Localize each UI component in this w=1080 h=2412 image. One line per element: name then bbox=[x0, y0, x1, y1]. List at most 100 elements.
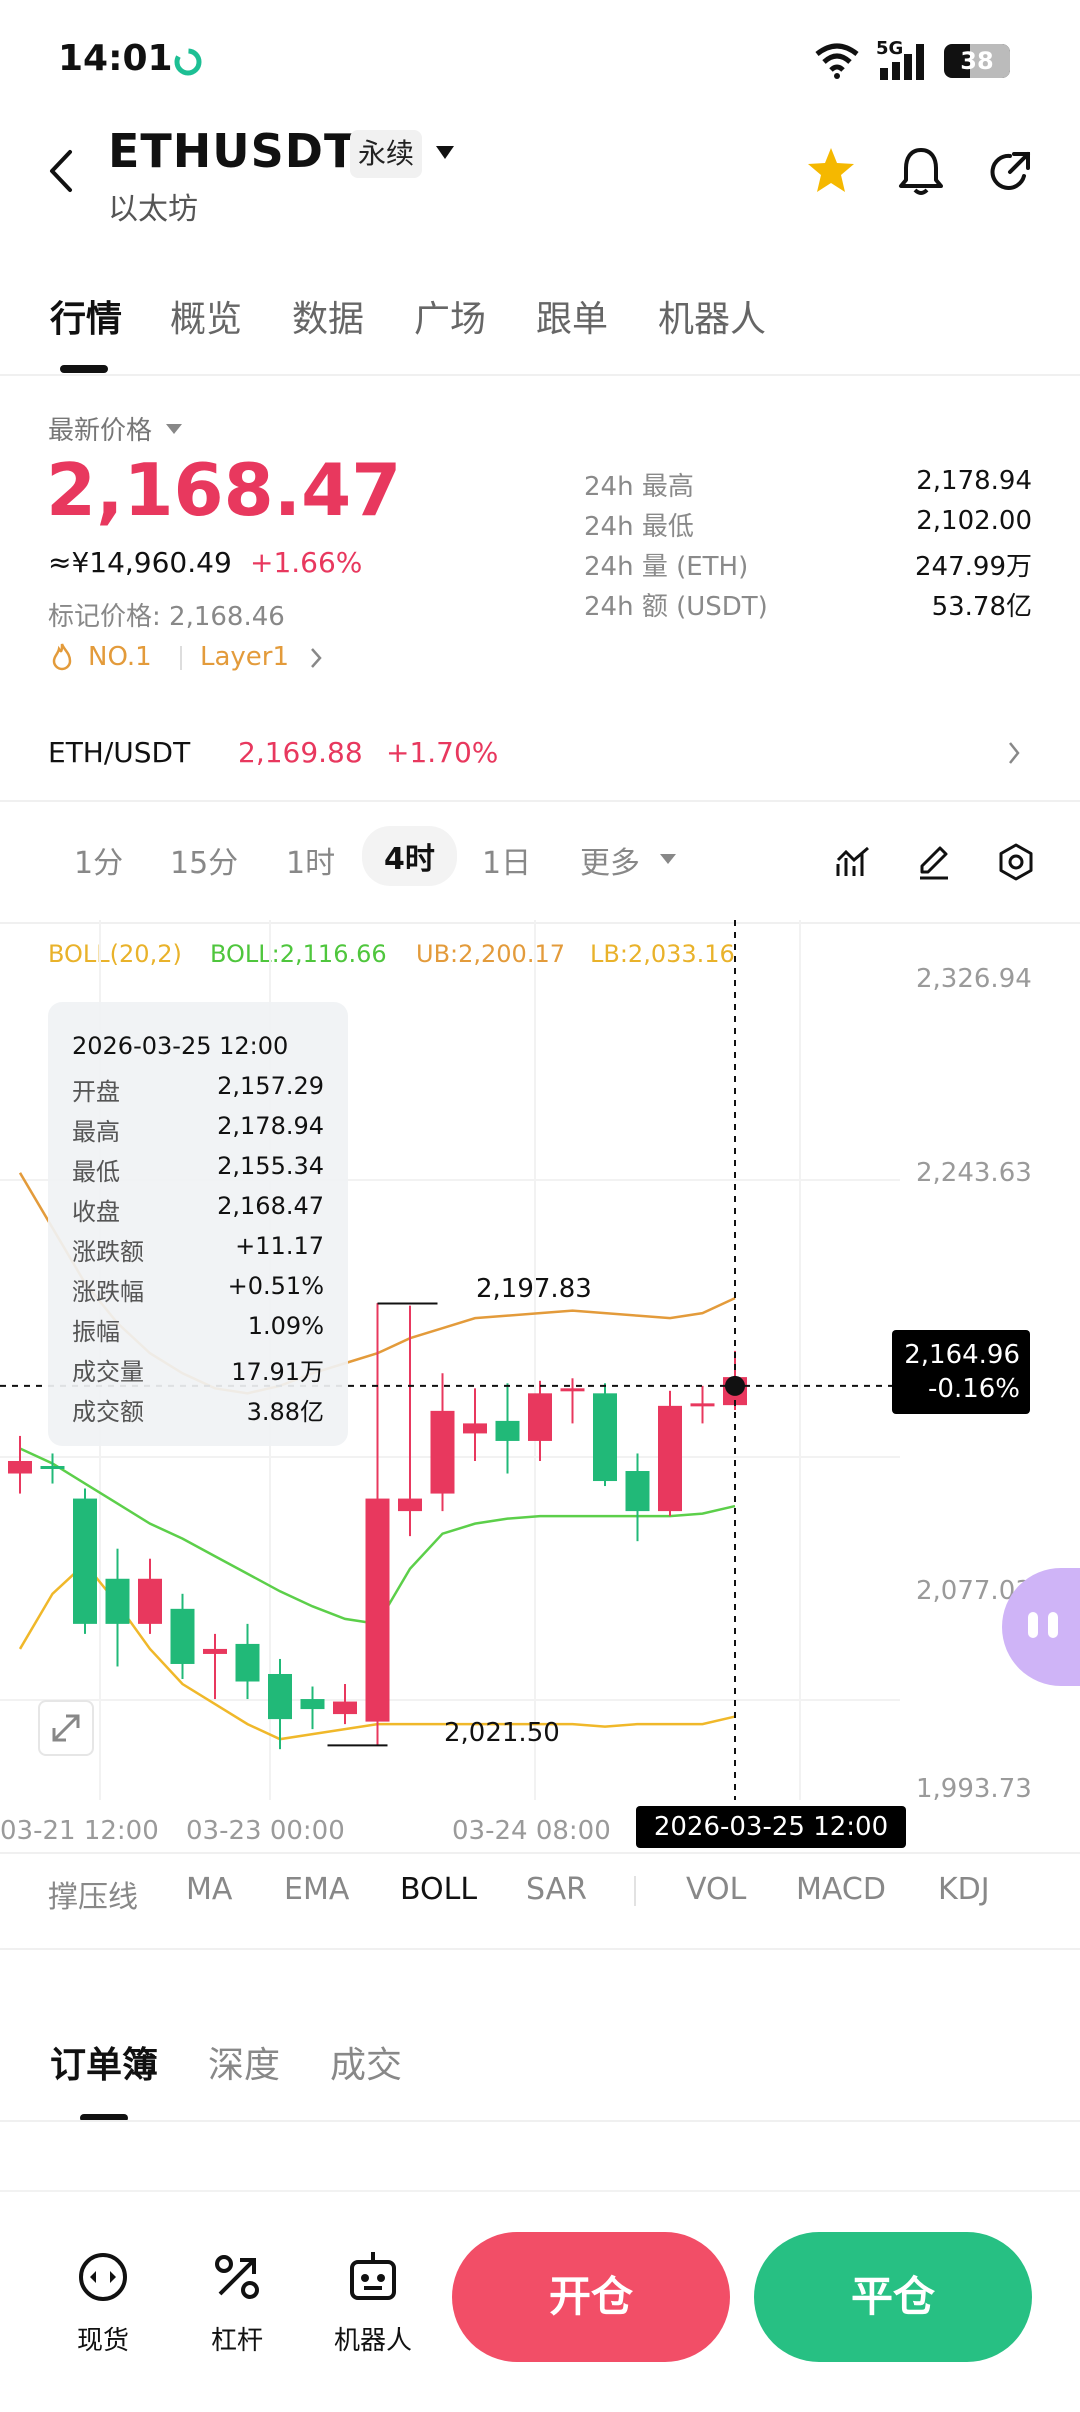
candle-body bbox=[398, 1498, 422, 1512]
close-position-button[interactable]: 平仓 bbox=[754, 2232, 1032, 2362]
candles bbox=[8, 1303, 747, 1750]
indicator-vol[interactable]: VOL bbox=[686, 1872, 747, 1907]
stat-high-label: 24h 最高 bbox=[584, 472, 694, 502]
tag-divider bbox=[180, 646, 182, 670]
indicator-macd[interactable]: MACD bbox=[796, 1872, 886, 1907]
indicator-kdj[interactable]: KDJ bbox=[938, 1872, 990, 1907]
symbol-dropdown-icon[interactable] bbox=[434, 144, 456, 162]
latest-price: 2,168.47 bbox=[46, 448, 402, 532]
candle-body bbox=[528, 1393, 552, 1441]
tab-copy-trading[interactable]: 跟单 bbox=[536, 299, 609, 340]
back-arrow-icon[interactable] bbox=[46, 146, 76, 196]
share-icon[interactable] bbox=[986, 148, 1034, 196]
candle-body bbox=[300, 1699, 325, 1710]
nav-robot-label[interactable]: 机器人 bbox=[333, 2326, 412, 2356]
category-tag[interactable]: Layer1 bbox=[200, 642, 290, 672]
network-type: 5G bbox=[876, 38, 904, 59]
indicator-icon[interactable] bbox=[834, 844, 874, 880]
nav-spot-label[interactable]: 现货 bbox=[76, 2326, 129, 2356]
x-axis-label: 03-21 12:00 bbox=[0, 1816, 159, 1846]
divider bbox=[0, 800, 1080, 802]
candle-body bbox=[625, 1471, 650, 1512]
favorite-star-icon[interactable] bbox=[806, 146, 856, 194]
symbol-title[interactable]: ETHUSDT bbox=[108, 124, 357, 178]
indicator-boll[interactable]: BOLL bbox=[400, 1872, 478, 1907]
period-1m[interactable]: 1分 bbox=[74, 846, 124, 881]
high-annotation: 2,197.83 bbox=[476, 1274, 592, 1304]
indicator-ema[interactable]: EMA bbox=[284, 1872, 350, 1907]
period-1d[interactable]: 1日 bbox=[482, 846, 532, 881]
chevron-down-icon[interactable] bbox=[164, 422, 184, 436]
tooltip-row: 最低 2,155.34 bbox=[72, 1152, 324, 1186]
candle-body bbox=[170, 1608, 195, 1664]
period-more[interactable]: 更多 bbox=[580, 846, 640, 881]
candle-body bbox=[658, 1405, 682, 1512]
tooltip-date: 2026-03-25 12:00 bbox=[72, 1032, 289, 1060]
open-position-button[interactable]: 开仓 bbox=[452, 2232, 730, 2362]
bell-icon[interactable] bbox=[896, 144, 946, 198]
crosshair-price-badge: 2,164.96 -0.16% bbox=[892, 1330, 1030, 1414]
candle-body bbox=[268, 1673, 292, 1720]
stat-low-label: 24h 最低 bbox=[584, 512, 694, 542]
spot-price-row[interactable]: ETH/USDT 2,169.88 +1.70% bbox=[0, 710, 1080, 800]
tab-overview[interactable]: 概览 bbox=[170, 299, 243, 340]
period-15m[interactable]: 15分 bbox=[170, 846, 239, 881]
indicator-sar[interactable]: SAR bbox=[526, 1872, 587, 1907]
candle-body bbox=[40, 1465, 65, 1469]
candle-body bbox=[333, 1701, 357, 1715]
coin-name: 以太坊 bbox=[108, 192, 198, 227]
fullscreen-button[interactable] bbox=[38, 1700, 94, 1756]
candle-body bbox=[560, 1388, 585, 1392]
tab-bots[interactable]: 机器人 bbox=[658, 299, 767, 340]
wifi-icon bbox=[815, 43, 859, 79]
crosshair-price: 2,164.96 bbox=[904, 1340, 1020, 1370]
tooltip-row: 最高 2,178.94 bbox=[72, 1112, 324, 1146]
leverage-icon[interactable] bbox=[210, 2250, 264, 2304]
spot-icon[interactable] bbox=[76, 2250, 130, 2304]
draw-pencil-icon[interactable] bbox=[914, 842, 954, 882]
indicator-support-resistance[interactable]: 撑压线 bbox=[48, 1880, 138, 1915]
indicator-ma[interactable]: MA bbox=[186, 1872, 233, 1907]
status-bar: 14:01 5G 38 bbox=[0, 0, 1080, 120]
candle-body bbox=[430, 1410, 455, 1494]
tab-square[interactable]: 广场 bbox=[414, 299, 487, 340]
change-percent: +1.66% bbox=[250, 546, 363, 579]
candle-body bbox=[203, 1648, 227, 1654]
chevron-down-icon[interactable] bbox=[658, 852, 678, 866]
chevron-right-icon[interactable] bbox=[308, 646, 324, 670]
spot-price: 2,169.88 bbox=[238, 736, 363, 769]
candle-body bbox=[495, 1420, 520, 1441]
contract-type-badge[interactable]: 永续 bbox=[350, 130, 422, 178]
indicator-divider bbox=[634, 1876, 636, 1906]
status-time: 14:01 bbox=[58, 38, 173, 79]
candle-body bbox=[8, 1460, 32, 1474]
expand-icon bbox=[52, 1714, 80, 1742]
rank-tag[interactable]: NO.1 bbox=[88, 642, 152, 672]
nav-leverage-label[interactable]: 杠杆 bbox=[210, 2326, 263, 2356]
settings-hexagon-icon[interactable] bbox=[996, 842, 1036, 882]
tab-trades[interactable]: 成交 bbox=[330, 2045, 403, 2086]
robot-icon[interactable] bbox=[346, 2248, 400, 2304]
chevron-right-icon bbox=[1009, 742, 1020, 764]
tooltip-row: 涨跌额 +11.17 bbox=[72, 1232, 324, 1266]
period-1h[interactable]: 1时 bbox=[286, 846, 336, 881]
candlestick-chart[interactable] bbox=[0, 920, 1080, 1820]
y-axis-label: 1,993.73 bbox=[916, 1774, 1032, 1804]
stat-volume-value: 247.99万 bbox=[915, 552, 1032, 582]
latest-price-label[interactable]: 最新价格 bbox=[48, 416, 153, 446]
tab-market[interactable]: 行情 bbox=[50, 299, 123, 340]
order-book-tab-indicator bbox=[80, 2114, 128, 2122]
divider bbox=[0, 2120, 1080, 2122]
tab-order-book[interactable]: 订单簿 bbox=[50, 2045, 159, 2086]
y-axis-label: 2,326.94 bbox=[916, 964, 1032, 994]
divider bbox=[0, 1852, 1080, 1854]
period-4h[interactable]: 4时 bbox=[362, 826, 457, 886]
tab-depth[interactable]: 深度 bbox=[208, 2045, 281, 2086]
ohlc-tooltip: 2026-03-25 12:00 开盘 2,157.29 最高 2,178.94 最… bbox=[48, 1002, 348, 1446]
tab-data[interactable]: 数据 bbox=[292, 299, 365, 340]
tooltip-row: 开盘 2,157.29 bbox=[72, 1072, 324, 1106]
candle-body bbox=[463, 1423, 487, 1434]
stat-low-value: 2,102.00 bbox=[916, 506, 1032, 536]
app-status-icon bbox=[174, 48, 202, 76]
boll-params: BOLL(20,2) bbox=[48, 940, 182, 968]
